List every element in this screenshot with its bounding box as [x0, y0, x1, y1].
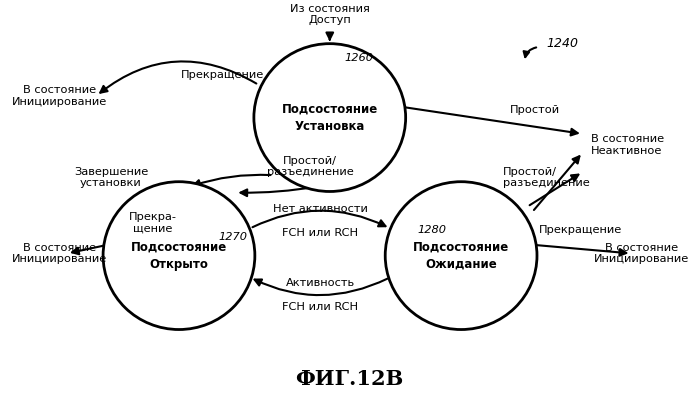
Ellipse shape: [103, 182, 255, 330]
Text: Подсостояние
Открыто: Подсостояние Открыто: [131, 241, 227, 271]
Text: В состояние
Инициирование: В состояние Инициирование: [594, 243, 689, 264]
Text: FCH или RCH: FCH или RCH: [282, 302, 358, 312]
Text: Подсостояние
Ожидание: Подсостояние Ожидание: [413, 241, 509, 271]
Text: Нет активности: Нет активности: [272, 204, 368, 214]
Text: 1270: 1270: [219, 232, 248, 242]
Text: 1280: 1280: [417, 225, 447, 234]
Text: 1260: 1260: [344, 53, 373, 63]
Text: FCH или RCH: FCH или RCH: [282, 228, 358, 239]
Text: Простой/
разъединение: Простой/ разъединение: [267, 156, 354, 177]
Text: Простой/
разъединение: Простой/ разъединение: [503, 166, 589, 188]
Text: 1240: 1240: [547, 37, 579, 50]
Ellipse shape: [254, 44, 406, 191]
Text: Активность: Активность: [286, 278, 355, 288]
Text: В состояние
Неактивное: В состояние Неактивное: [591, 134, 664, 155]
Ellipse shape: [385, 182, 537, 330]
Text: Из состояния
Доступ: Из состояния Доступ: [290, 4, 370, 25]
Text: ФИГ.12В: ФИГ.12В: [295, 369, 403, 389]
Text: Простой: Простой: [510, 105, 560, 115]
Text: Подсостояние
Установка: Подсостояние Установка: [281, 103, 378, 133]
Text: В состояние
Инициирование: В состояние Инициирование: [12, 243, 107, 264]
Text: Завершение
установки: Завершение установки: [74, 166, 148, 188]
Text: Прекращение: Прекращение: [181, 70, 265, 79]
Text: Прекра-
щение: Прекра- щение: [129, 212, 176, 234]
Text: В состояние
Инициирование: В состояние Инициирование: [12, 85, 107, 107]
Text: Прекращение: Прекращение: [539, 225, 622, 234]
